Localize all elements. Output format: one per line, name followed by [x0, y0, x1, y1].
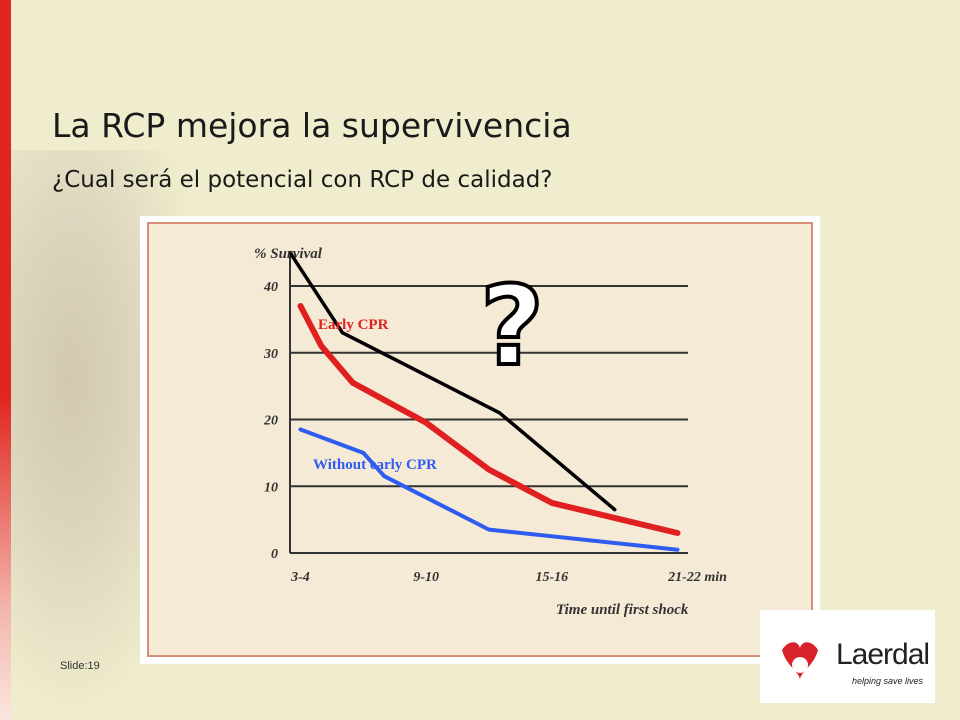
- laerdal-emblem-icon: [782, 642, 818, 680]
- logo-tagline: helping save lives: [852, 676, 924, 686]
- x-tick-label: 3-4: [290, 570, 310, 585]
- x-tick-label: 15-16: [536, 570, 569, 585]
- trend-line: [288, 250, 617, 512]
- laerdal-logo: Laerdal helping save lives: [760, 610, 935, 703]
- chart-frame: [147, 222, 813, 657]
- x-tick-label: 9-10: [413, 570, 439, 585]
- y-tick-label: 30: [263, 347, 278, 362]
- logo-name: Laerdal: [836, 638, 930, 671]
- y-tick-label: 20: [263, 414, 278, 429]
- chart-svg: 0 10 20 30 40 3-4 9-10 15-16 21-22 min % Surviv…: [147, 222, 813, 657]
- x-axis-label: Time until first shock: [556, 602, 689, 618]
- slide-number: Slide:19: [60, 660, 100, 672]
- survival-chart: 0 10 20 30 40 3-4 9-10 15-16 21-22 min % Surviv…: [140, 216, 820, 664]
- y-tick-label: 0: [271, 547, 278, 562]
- series-label-early-cpr: Early CPR: [318, 317, 389, 333]
- series-line-early-cpr: [297, 303, 681, 536]
- question-mark-annotation: ?: [480, 262, 544, 390]
- series-line-without-early-cpr: [298, 427, 680, 552]
- slide-title: La RCP mejora la supervivencia: [52, 106, 572, 145]
- red-accent-bar: [0, 0, 11, 720]
- y-tick-label: 10: [264, 480, 278, 495]
- series-label-without-early-cpr: Without early CPR: [313, 457, 437, 473]
- slide-subtitle: ¿Cual será el potencial con RCP de calid…: [52, 167, 553, 193]
- y-tick-label: 40: [263, 280, 278, 295]
- x-tick-label: 21-22 min: [667, 570, 727, 585]
- y-axis-label: % Survival: [254, 246, 323, 262]
